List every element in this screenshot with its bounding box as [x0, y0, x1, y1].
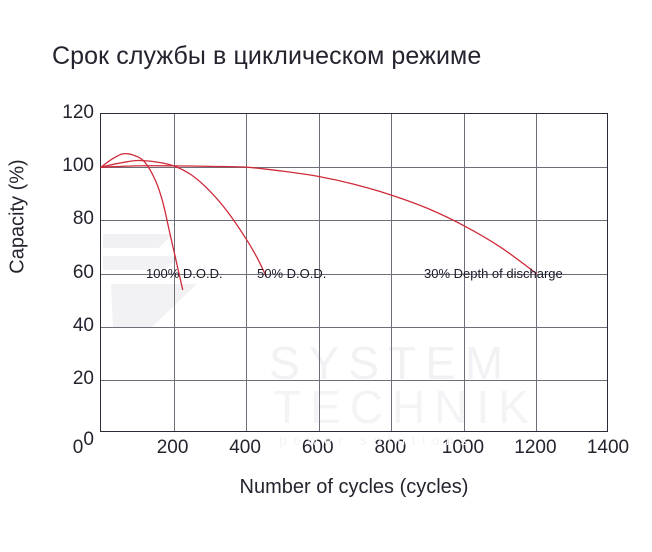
- gridline-y-40: [101, 326, 607, 328]
- x-axis-label: Number of cycles (cycles): [239, 476, 469, 498]
- gridline-x-800: [391, 114, 393, 431]
- plot-area: SYSTEM TECHNIK power solutions 100% D.O.…: [100, 113, 608, 448]
- annotation-30-dod: 30% Depth of discharge: [424, 266, 563, 281]
- x-tick-1000: 1000: [441, 437, 485, 458]
- y-tick-80: 80: [72, 208, 94, 230]
- watermark-logo-icon: [103, 234, 197, 328]
- x-tick-0: 0: [72, 437, 84, 458]
- gridline-y-20: [101, 379, 607, 381]
- gridline-y-80: [101, 220, 607, 222]
- x-tick-800: 800: [374, 437, 407, 458]
- series-line-0: [100, 152, 184, 291]
- y-tick-20: 20: [72, 367, 94, 389]
- series-line-2: [100, 165, 538, 275]
- gridline-x-1000: [463, 114, 465, 431]
- curve-layer: [100, 152, 538, 291]
- gridline-x-1200: [536, 114, 538, 431]
- x-tick-400: 400: [229, 437, 261, 458]
- annotation-50-dod: 50% D.O.D.: [257, 266, 327, 281]
- page-title: Срок службы в циклическом режиме: [52, 42, 482, 70]
- y-tick-60: 60: [72, 261, 94, 283]
- y-tick-100: 100: [62, 155, 94, 177]
- series-line-1: [100, 159, 267, 277]
- annotation-100-dod: 100% D.O.D.: [146, 266, 223, 281]
- x-tick-200: 200: [156, 437, 189, 458]
- y-tick-0: 0: [83, 429, 94, 450]
- x-tick-1200: 1200: [514, 437, 557, 458]
- gridline-x-200: [173, 114, 175, 431]
- y-tick-120: 120: [62, 102, 94, 123]
- gridline-x-600: [318, 114, 320, 431]
- gridline-y-60: [101, 273, 607, 275]
- x-tick-600: 600: [301, 437, 334, 458]
- gridline-y-100: [101, 167, 607, 169]
- y-axis-label: Capacity (%): [6, 159, 29, 274]
- x-tick-1400: 1400: [586, 437, 630, 458]
- gridline-x-400: [246, 114, 248, 431]
- y-tick-40: 40: [72, 314, 94, 336]
